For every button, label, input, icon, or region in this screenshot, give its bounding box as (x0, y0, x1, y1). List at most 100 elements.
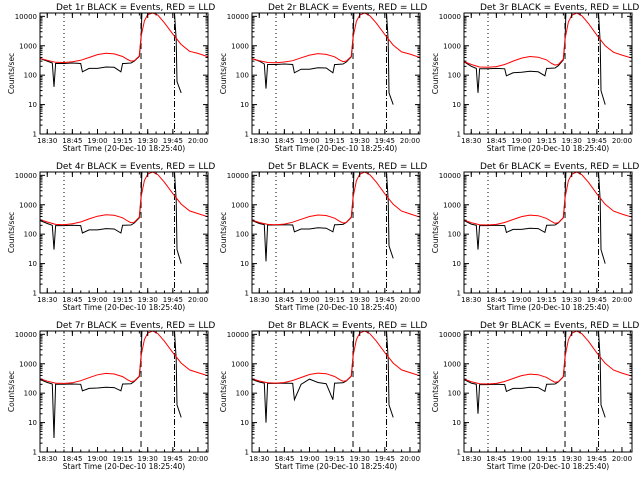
panel-title: Det 7r BLACK = Events, RED = LLD (56, 321, 215, 331)
events-series-line (40, 13, 182, 94)
y-tick-label: 10000 (15, 13, 37, 21)
events-series-line (40, 331, 182, 439)
y-tick-label: 1000 (443, 42, 461, 50)
y-tick-label: 1000 (231, 201, 249, 209)
y-tick-label: 100 (236, 390, 249, 398)
x-axis-label: Start Time (20-Dec-10 18:25:40) (275, 303, 397, 312)
y-axis-label: Counts/sec (431, 53, 440, 94)
events-series-line (252, 172, 394, 262)
x-tick-label: 19:15 (325, 137, 345, 145)
plot-frame (463, 12, 633, 135)
x-tick-label: 18:45 (274, 455, 294, 463)
events-series-line (40, 172, 182, 264)
x-axis-label: Start Time (20-Dec-10 18:25:40) (487, 303, 609, 312)
x-tick-label: 19:00 (511, 455, 531, 463)
detector-panel: Det 3r BLACK = Events, RED = LLD 1 10 100 10… (431, 3, 639, 153)
y-tick-label: 1000 (19, 360, 37, 368)
x-tick-label: 18:30 (461, 137, 481, 145)
plot-frame (251, 12, 421, 135)
x-tick-label: 19:15 (537, 296, 557, 304)
x-tick-label: 20:00 (400, 455, 420, 463)
x-tick-label: 18:45 (62, 296, 82, 304)
y-tick-label: 1000 (231, 360, 249, 368)
y-tick-label: 100 (448, 390, 461, 398)
y-tick-label: 100 (448, 231, 461, 239)
lld-series-line (252, 172, 420, 226)
y-tick-label: 10000 (15, 331, 37, 339)
plot-frame (251, 330, 421, 453)
y-tick-label: 100 (24, 390, 37, 398)
y-tick-label: 1000 (443, 201, 461, 209)
x-tick-label: 19:15 (537, 455, 557, 463)
y-tick-label: 10 (452, 260, 461, 268)
x-tick-label: 19:00 (87, 296, 107, 304)
x-tick-label: 19:15 (113, 455, 133, 463)
lld-series-line (464, 331, 632, 385)
x-tick-label: 19:00 (299, 296, 319, 304)
plot-frame (251, 171, 421, 294)
detector-panel: Det 4r BLACK = Events, RED = LLD 1 10 100 10… (7, 162, 215, 312)
y-tick-label: 100 (236, 231, 249, 239)
x-tick-label: 19:15 (537, 137, 557, 145)
x-tick-label: 18:45 (62, 455, 82, 463)
y-axis-label: Counts/sec (7, 371, 16, 412)
x-tick-label: 18:30 (461, 455, 481, 463)
events-series-line (252, 331, 394, 423)
x-tick-label: 18:45 (274, 296, 294, 304)
x-tick-label: 19:45 (587, 137, 607, 145)
x-tick-label: 19:15 (325, 296, 345, 304)
y-tick-label: 100 (24, 72, 37, 80)
x-tick-label: 20:00 (400, 137, 420, 145)
x-tick-label: 18:30 (37, 455, 57, 463)
x-tick-label: 20:00 (188, 296, 208, 304)
x-tick-label: 19:45 (375, 455, 395, 463)
y-tick-label: 1 (245, 449, 249, 457)
x-axis-label: Start Time (20-Dec-10 18:25:40) (63, 144, 185, 153)
detector-panel: Det 8r BLACK = Events, RED = LLD 1 10 100 10… (219, 321, 427, 471)
panel-title: Det 2r BLACK = Events, RED = LLD (268, 3, 427, 13)
x-tick-label: 19:45 (163, 455, 183, 463)
x-tick-label: 18:45 (486, 137, 506, 145)
x-tick-label: 19:00 (299, 137, 319, 145)
y-tick-label: 1 (457, 131, 461, 139)
detector-panel: Det 5r BLACK = Events, RED = LLD 1 10 100 10… (219, 162, 427, 312)
x-tick-label: 18:45 (486, 296, 506, 304)
y-tick-label: 10000 (15, 172, 37, 180)
y-tick-label: 100 (448, 72, 461, 80)
y-axis-label: Counts/sec (7, 53, 16, 94)
x-tick-label: 19:15 (113, 296, 133, 304)
x-tick-label: 18:30 (461, 296, 481, 304)
lld-series-line (252, 331, 420, 384)
x-tick-label: 20:00 (612, 455, 632, 463)
y-axis-label: Counts/sec (219, 53, 228, 94)
y-tick-label: 1000 (19, 42, 37, 50)
x-tick-label: 19:30 (138, 296, 158, 304)
panel-title: Det 9r BLACK = Events, RED = LLD (480, 321, 639, 331)
x-tick-label: 18:30 (37, 137, 57, 145)
y-tick-label: 1 (33, 449, 37, 457)
y-tick-label: 10 (240, 419, 249, 427)
x-tick-label: 19:00 (511, 137, 531, 145)
lld-series-line (464, 172, 632, 226)
y-axis-label: Counts/sec (219, 212, 228, 253)
events-series-line (252, 13, 394, 105)
y-tick-label: 10 (240, 260, 249, 268)
y-tick-label: 10000 (439, 13, 461, 21)
x-tick-label: 19:30 (562, 137, 582, 145)
plot-frame (463, 171, 633, 294)
x-tick-label: 19:30 (350, 137, 370, 145)
lld-series-line (40, 172, 208, 226)
detector-panel: Det 2r BLACK = Events, RED = LLD 1 10 100 10… (219, 3, 427, 153)
detector-panel: Det 7r BLACK = Events, RED = LLD 1 10 100 10… (7, 321, 215, 471)
y-tick-label: 100 (236, 72, 249, 80)
x-tick-label: 19:45 (587, 296, 607, 304)
x-axis-label: Start Time (20-Dec-10 18:25:40) (63, 303, 185, 312)
x-axis-label: Start Time (20-Dec-10 18:25:40) (487, 462, 609, 471)
y-tick-label: 1 (33, 131, 37, 139)
plot-frame (463, 330, 633, 453)
y-tick-label: 1000 (443, 360, 461, 368)
x-tick-label: 19:30 (138, 455, 158, 463)
x-tick-label: 19:00 (87, 137, 107, 145)
x-tick-label: 18:30 (37, 296, 57, 304)
panel-title: Det 5r BLACK = Events, RED = LLD (268, 162, 427, 172)
